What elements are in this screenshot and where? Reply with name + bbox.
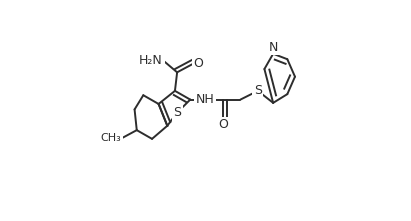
Text: CH₃: CH₃ — [101, 133, 122, 143]
Text: S: S — [254, 84, 262, 97]
Text: O: O — [218, 118, 228, 131]
Text: O: O — [194, 57, 203, 70]
Text: H₂N: H₂N — [139, 54, 163, 67]
Text: NH: NH — [196, 93, 215, 106]
Text: S: S — [173, 106, 181, 119]
Text: N: N — [268, 41, 278, 54]
